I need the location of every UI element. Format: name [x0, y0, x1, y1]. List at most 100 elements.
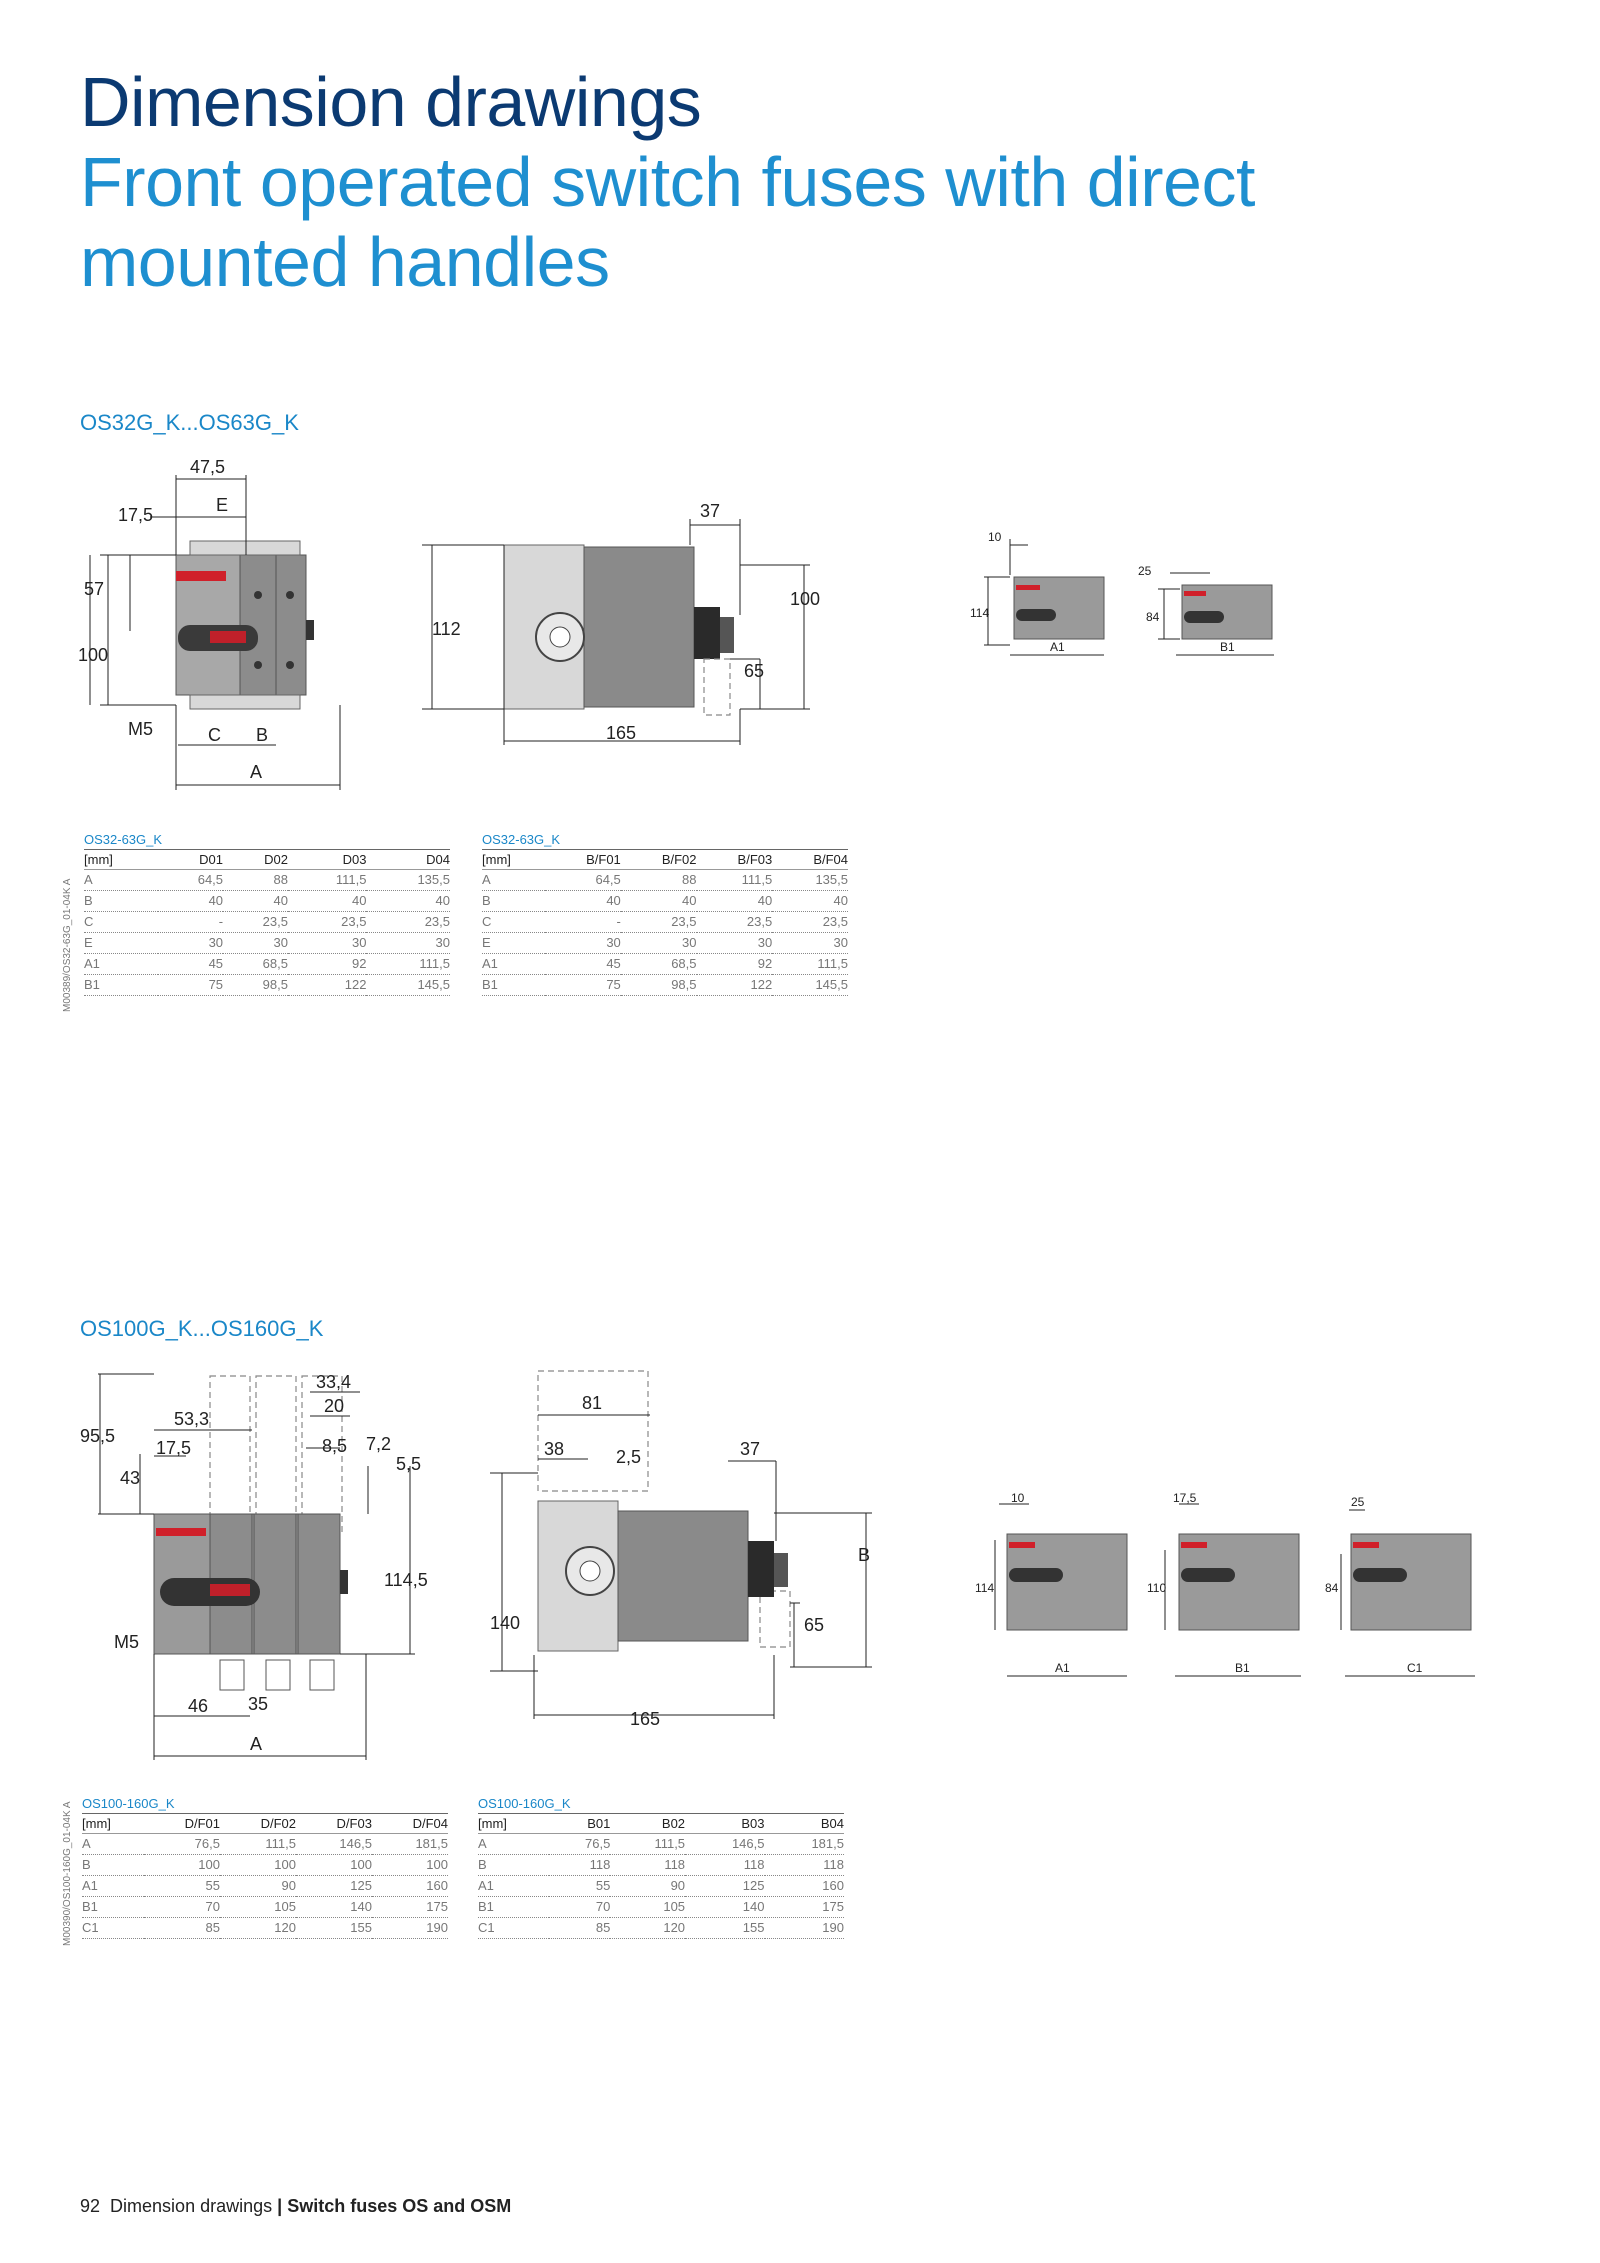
table-cell: 98,5 — [223, 974, 288, 996]
row-label: A1 — [482, 953, 546, 975]
table-cell: 30 — [287, 932, 367, 954]
table-cell: 30 — [223, 932, 288, 954]
dim-b-side: B — [858, 1545, 870, 1565]
table-cell: 160 — [371, 1875, 448, 1897]
table-cell: 45 — [158, 953, 224, 975]
dim-81: 81 — [582, 1393, 602, 1413]
dim-165: 165 — [606, 723, 636, 743]
table-cell: 175 — [764, 1896, 844, 1918]
dim-5-5: 5,5 — [396, 1454, 421, 1474]
table-cell: 120 — [610, 1917, 686, 1939]
table-cell: 111,5 — [696, 869, 773, 891]
dim-65: 65 — [744, 661, 764, 681]
small-dim-b1-2: B1 — [1235, 1661, 1250, 1675]
col-header: B/F03 — [696, 850, 773, 870]
table-row: B 40 40 40 40 — [84, 890, 450, 912]
dim-43: 43 — [120, 1468, 140, 1488]
dim-47-5: 47,5 — [190, 457, 225, 477]
small-dim-a1: A1 — [1050, 640, 1065, 654]
table-os100-160-b: OS100-160G_K [mm] B01 B02 B03 B04 A 76,5 1… — [478, 1796, 844, 1939]
row-label: A1 — [84, 953, 159, 975]
table-cell: 190 — [764, 1917, 844, 1939]
dim-65-2: 65 — [804, 1615, 824, 1635]
table-row: E 30 30 30 30 — [84, 932, 450, 954]
table-row: B 118 118 118 118 — [478, 1854, 844, 1876]
table-cell: 30 — [620, 932, 697, 954]
table-cell: 125 — [685, 1875, 765, 1897]
table-cell: 160 — [764, 1875, 844, 1897]
row-label: A — [478, 1833, 549, 1855]
row-label: E — [84, 932, 159, 954]
table-row: A 76,5 111,5 146,5 181,5 — [82, 1833, 448, 1855]
table-cell: 70 — [548, 1896, 611, 1918]
table-cell: 55 — [548, 1875, 611, 1897]
small-dim-17-5: 17,5 — [1173, 1491, 1197, 1505]
table-cell: 55 — [144, 1875, 220, 1897]
table-cell: 45 — [545, 953, 621, 975]
table-cell: 122 — [696, 974, 773, 996]
row-label: B1 — [482, 974, 546, 996]
row-label: E — [482, 932, 546, 954]
dim-53-3: 53,3 — [174, 1409, 209, 1429]
small-dim-84-2: 84 — [1325, 1581, 1339, 1595]
col-header: B/F01 — [545, 850, 621, 870]
table-os100-160-df: OS100-160G_K [mm] D/F01 D/F02 D/F03 D/F0… — [82, 1796, 448, 1939]
table-cell: 23,5 — [620, 911, 697, 933]
switch-body-2 — [153, 1513, 348, 1691]
table-cell: 111,5 — [219, 1833, 296, 1855]
side-view-drawing-os32-63: 37 112 100 65 165 — [422, 501, 820, 745]
small-dim-10-2: 10 — [1011, 1491, 1025, 1505]
table-cell: 118 — [764, 1854, 844, 1876]
row-label: C — [84, 911, 159, 933]
col-header: B01 — [548, 1814, 611, 1834]
table-cell: 140 — [685, 1896, 765, 1918]
dim-17-5: 17,5 — [118, 505, 153, 525]
dim-e: E — [216, 495, 228, 515]
table-cell: 118 — [548, 1854, 611, 1876]
table-cell: 30 — [366, 932, 450, 954]
row-label: A1 — [478, 1875, 549, 1897]
dim-100: 100 — [78, 645, 108, 665]
table-row: B 40 40 40 40 — [482, 890, 848, 912]
table-cell: - — [545, 911, 621, 933]
table-row: C -23,5 23,5 23,5 — [84, 911, 450, 933]
side-code-1: M00389/OS32-63G_01-04K A — [62, 878, 73, 1012]
dim-a-2: A — [250, 1734, 262, 1754]
table-cell: 68,5 — [620, 953, 697, 975]
table-cell: 122 — [287, 974, 367, 996]
small-dim-10: 10 — [988, 530, 1002, 544]
table-cell: 40 — [223, 890, 288, 912]
table-row: E 30 30 30 30 — [482, 932, 848, 954]
section-title-os32-63: OS32G_K...OS63G_K — [80, 410, 299, 435]
table-cell: 155 — [295, 1917, 372, 1939]
table-row: A 64,5 88 111,5 135,5 — [482, 869, 848, 891]
small-switch-a1-2 — [1006, 1533, 1128, 1631]
dim-37: 37 — [700, 501, 720, 521]
row-label: C — [482, 911, 546, 933]
table-row: B1 70 105 140 175 — [478, 1896, 844, 1918]
page-footer: 92 Dimension drawings | Switch fuses OS … — [80, 2196, 511, 2217]
footer-section: Dimension drawings — [110, 2196, 273, 2216]
table-row: C1 85 120 155 190 — [82, 1917, 448, 1939]
small-views-os32-63: 10 114 A1 25 84 B1 — [970, 530, 1274, 656]
table-cell: 40 — [545, 890, 621, 912]
table-cell: 118 — [685, 1854, 765, 1876]
table-os32-63-d: OS32-63G_K [mm] D01 D02 D03 D04 A 64,5 88 1… — [84, 832, 450, 996]
side-code-2: M00390/OS100-160G_01-04K A — [62, 1801, 73, 1946]
table-header-row: [mm] D/F01 D/F02 D/F03 D/F04 — [82, 1814, 448, 1834]
small-switch-b1-2 — [1178, 1533, 1300, 1631]
dim-2-5: 2,5 — [616, 1447, 641, 1467]
small-switch-a1 — [1013, 576, 1105, 640]
table-row: A1 45 68,5 92 111,5 — [84, 953, 450, 975]
table-cell: 30 — [158, 932, 224, 954]
col-header: D/F04 — [371, 1814, 448, 1834]
table-cell: 40 — [287, 890, 367, 912]
table-row: A1 45 68,5 92 111,5 — [482, 953, 848, 975]
dim-37-2: 37 — [740, 1439, 760, 1459]
table-cell: 125 — [295, 1875, 372, 1897]
table-cell: 64,5 — [158, 869, 224, 891]
col-header: D01 — [158, 850, 224, 870]
table-cell: 140 — [295, 1896, 372, 1918]
row-label: B — [482, 890, 546, 912]
table-cell: 88 — [223, 869, 288, 891]
